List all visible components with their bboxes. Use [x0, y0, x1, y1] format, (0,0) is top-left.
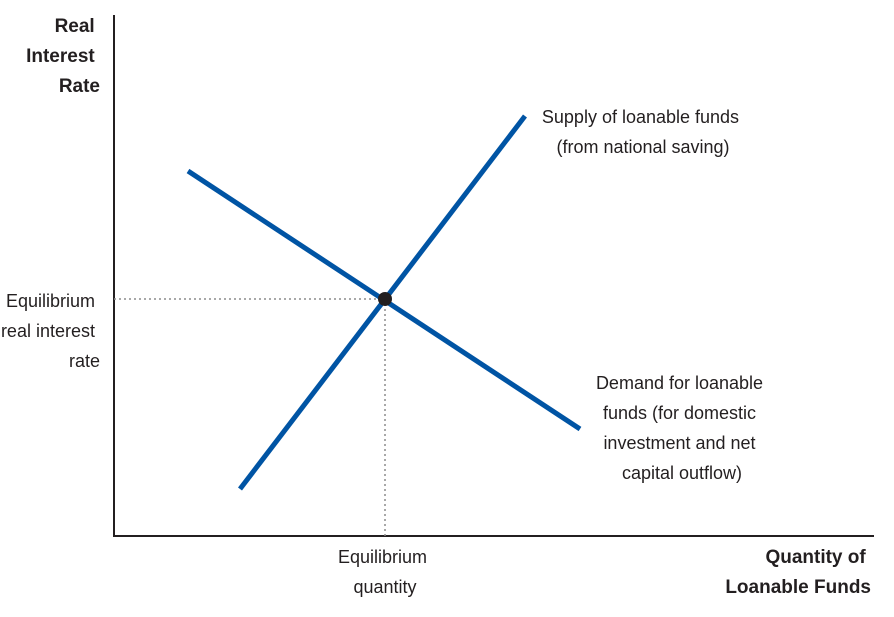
- y-axis-title: Real Interest Rate: [26, 16, 100, 97]
- x-axis-title: Quantity of Loanable Funds: [725, 547, 871, 598]
- supply-curve-label: Supply of loanable funds (from national …: [542, 107, 744, 157]
- equilibrium-point: [378, 292, 392, 306]
- equilibrium-rate-label: Equilibrium real interest rate: [1, 291, 100, 371]
- equilibrium-quantity-label: Equilibrium quantity: [338, 547, 432, 597]
- demand-curve-label: Demand for loanable funds (for domestic …: [596, 373, 768, 483]
